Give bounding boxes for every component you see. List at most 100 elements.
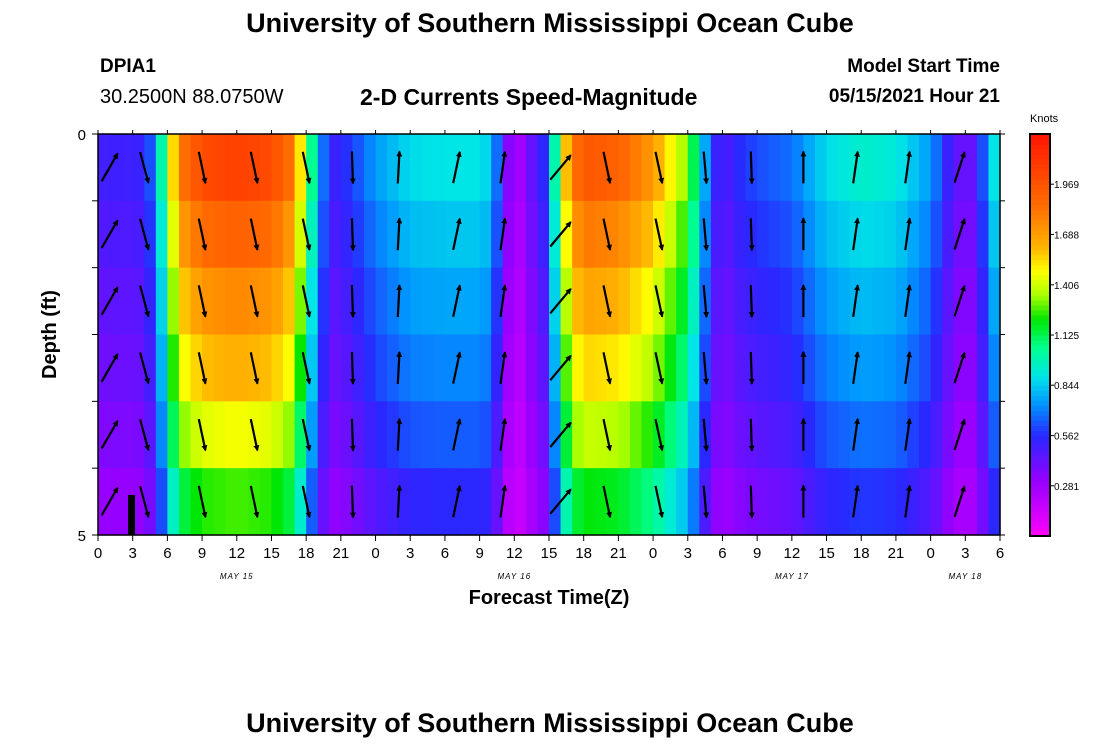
heatmap-cell: [942, 134, 955, 202]
colorbar-segment: [1030, 340, 1050, 346]
heatmap-cell: [387, 468, 400, 536]
heatmap-cell: [803, 334, 816, 402]
heatmap-cell: [178, 200, 192, 269]
heatmap-cell: [768, 468, 781, 536]
heatmap-cell: [479, 468, 492, 536]
heatmap-cell: [606, 200, 619, 269]
heatmap-cell: [421, 134, 434, 202]
x-tick-label: 18: [298, 545, 315, 562]
heatmap-cell: [768, 200, 781, 269]
heatmap-cell: [144, 200, 157, 269]
heatmap-cell: [838, 267, 851, 336]
heatmap-cell: [549, 267, 562, 336]
heatmap-cell: [618, 267, 631, 336]
colorbar-segment: [1030, 365, 1050, 371]
x-tick-label: 0: [371, 545, 379, 562]
heatmap-cell: [814, 468, 828, 536]
heatmap-cell: [121, 134, 134, 202]
heatmap-cell: [826, 334, 839, 402]
heatmap-cell: [202, 267, 215, 336]
heatmap-cell: [109, 334, 122, 402]
x-tick-label: 3: [961, 545, 969, 562]
heatmap-cell: [710, 334, 724, 402]
current-vector: [904, 284, 912, 318]
heatmap-cell: [907, 200, 920, 269]
heatmap-cell: [259, 134, 273, 202]
current-vector: [452, 284, 462, 317]
x-tick-label: 9: [198, 545, 206, 562]
heatmap-cell: [803, 134, 816, 202]
current-vector: [602, 418, 613, 452]
current-vector: [396, 284, 403, 318]
colorbar-segment: [1030, 350, 1050, 356]
heatmap-cell: [456, 468, 469, 536]
colorbar-segment: [1030, 259, 1050, 266]
colorbar-segment: [1030, 450, 1050, 457]
station-coordinates: 30.2500N 88.0750W: [100, 86, 284, 108]
heatmap-cell: [606, 267, 619, 336]
heatmap-cell: [965, 267, 978, 336]
current-vector: [748, 218, 755, 252]
heatmap-cell: [491, 200, 504, 269]
x-tick-label: 15: [263, 545, 280, 562]
colorbar-segment: [1030, 525, 1050, 532]
heatmap-cell: [884, 200, 897, 269]
heatmap-cell: [329, 134, 342, 202]
heatmap-cell: [190, 134, 203, 202]
current-vector: [452, 217, 462, 251]
heatmap-cell: [664, 200, 677, 269]
heatmap-cell: [132, 401, 145, 469]
colorbar-segment: [1030, 264, 1050, 271]
colorbar-tick-label: 1.406: [1054, 281, 1079, 292]
current-vector: [396, 150, 403, 184]
current-vector: [852, 150, 860, 184]
heatmap-cell: [988, 267, 1001, 336]
current-vector: [349, 285, 356, 319]
heatmap-cell: [734, 134, 747, 202]
current-vector: [100, 286, 119, 316]
current-vector: [904, 484, 912, 518]
heatmap-cell: [190, 267, 203, 336]
heatmap-cell: [583, 468, 596, 536]
heatmap-cell: [734, 468, 747, 536]
heatmap-cell: [525, 401, 539, 469]
current-vector: [396, 484, 403, 518]
heatmap-cell: [872, 334, 885, 402]
current-vector: [654, 352, 665, 385]
heatmap-cell: [537, 401, 550, 469]
heatmap-cell: [236, 267, 249, 336]
heatmap-cell: [687, 200, 700, 269]
heatmap-cell: [294, 267, 307, 336]
heatmap-cell: [340, 134, 354, 202]
heatmap-cell: [306, 267, 319, 336]
current-vector: [249, 418, 260, 452]
heatmap-cell: [618, 134, 631, 202]
colorbar-segment: [1030, 189, 1050, 195]
heatmap-cell: [549, 200, 562, 269]
heatmap-cell: [676, 468, 689, 536]
current-vector: [953, 284, 966, 317]
heatmap-cell: [317, 334, 330, 402]
heatmap-cell: [572, 468, 585, 536]
current-vector: [549, 421, 572, 448]
heatmap-cell: [780, 200, 793, 269]
current-vector: [654, 485, 665, 519]
heatmap-cell: [410, 334, 423, 402]
heatmap-cell: [236, 401, 249, 469]
heatmap-cell: [410, 468, 423, 536]
colorbar-tick-label: 1.125: [1054, 331, 1079, 342]
heatmap-cell: [525, 134, 539, 202]
colorbar-segment: [1030, 465, 1050, 472]
heatmap-cell: [398, 468, 411, 536]
current-vector: [139, 285, 151, 318]
heatmap-cell: [294, 134, 307, 202]
colorbar-segment: [1030, 174, 1050, 180]
heatmap-cell: [988, 134, 1001, 202]
colorbar-segment: [1030, 324, 1050, 331]
heatmap-cell: [167, 334, 180, 402]
heatmap-cell: [814, 134, 828, 202]
current-vector: [953, 418, 966, 451]
heatmap-cell: [942, 468, 955, 536]
x-tick-label: 6: [996, 545, 1004, 562]
heatmap-cell: [734, 267, 747, 336]
